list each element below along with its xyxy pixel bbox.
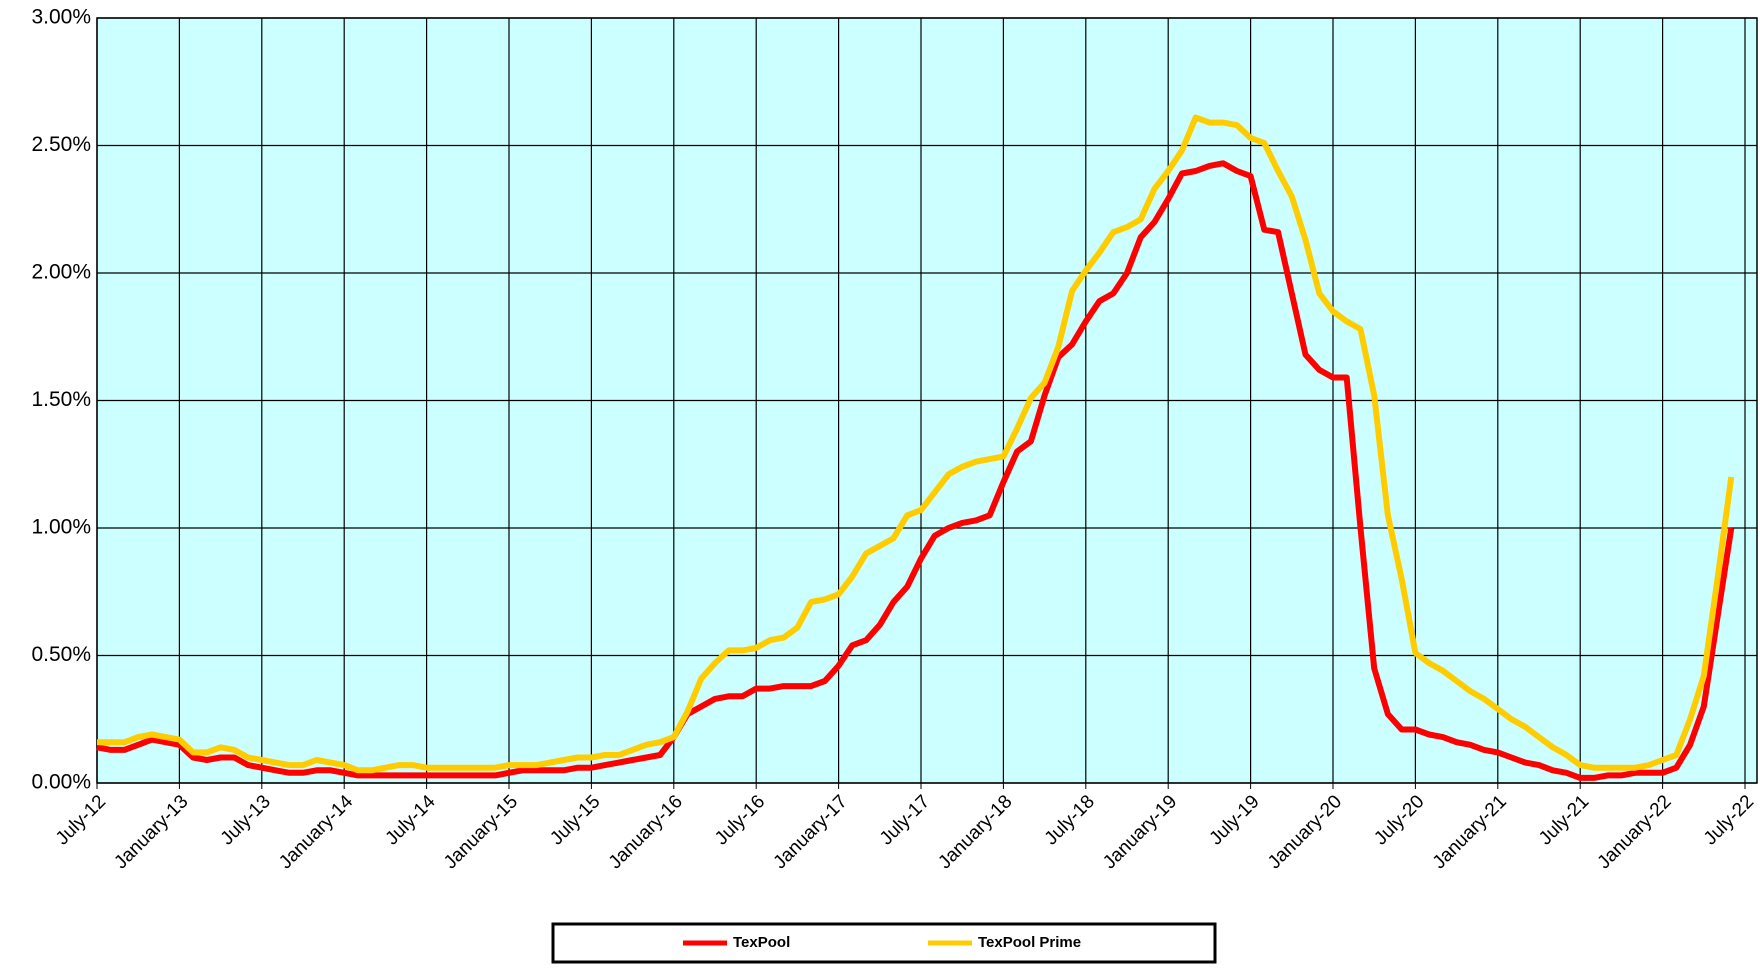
line-series (97, 114, 1735, 774)
x-tick-label: January-17 (770, 791, 852, 873)
y-tick-label: 0.00% (31, 771, 91, 794)
x-tick-label: July-20 (1370, 791, 1428, 849)
x-tick-label: January-15 (440, 791, 522, 873)
line-series (96, 160, 1735, 781)
x-tick-label: July-13 (217, 791, 275, 849)
x-tick-label: January-16 (605, 791, 687, 873)
y-tick-label: 1.50% (31, 388, 91, 411)
x-tick-label: July-14 (382, 791, 440, 849)
x-tick-label: July-22 (1700, 791, 1758, 849)
x-tick-label: July-19 (1206, 791, 1264, 849)
legend-label: TexPool Prime (978, 934, 1081, 951)
x-tick-label: July-18 (1041, 791, 1099, 849)
x-tick-label: July-12 (52, 791, 110, 849)
legend-label: TexPool (733, 934, 790, 951)
y-tick-label: 1.00% (31, 516, 91, 539)
x-tick-label: January-14 (275, 791, 357, 873)
x-tick-label: January-19 (1099, 791, 1181, 873)
x-tick-label: January-18 (934, 791, 1016, 873)
x-tick-label: July-15 (546, 791, 604, 849)
y-tick-label: 2.50% (31, 133, 91, 156)
x-tick-label: July-16 (711, 791, 769, 849)
y-tick-label: 3.00% (31, 6, 91, 29)
x-tick-label: January-20 (1264, 791, 1346, 873)
x-tick-label: July-21 (1535, 791, 1593, 849)
y-tick-label: 0.50% (31, 643, 91, 666)
x-tick-label: July-17 (876, 791, 934, 849)
x-tick-label: January-21 (1429, 791, 1511, 873)
x-tick-label: January-22 (1594, 791, 1676, 873)
legend-box (551, 922, 1217, 964)
x-tick-label: January-13 (110, 791, 192, 873)
y-tick-label: 2.00% (31, 261, 91, 284)
